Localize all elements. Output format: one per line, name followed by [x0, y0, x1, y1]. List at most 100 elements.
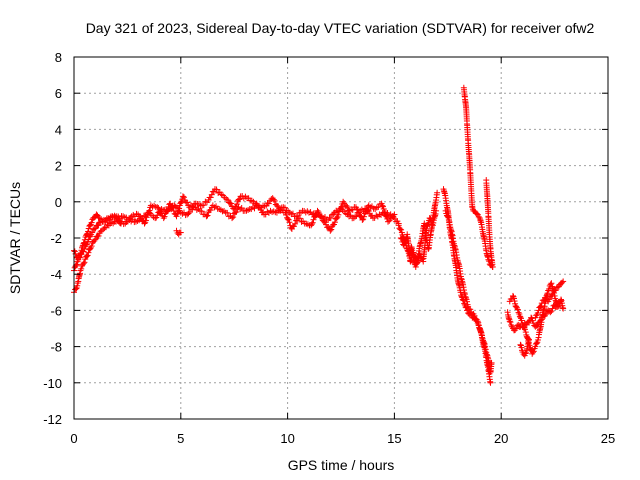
x-tick-label: 5 — [177, 431, 184, 446]
data-point — [398, 226, 405, 233]
data-point — [74, 282, 81, 289]
data-point — [337, 205, 344, 212]
data-point — [331, 219, 338, 226]
data-point — [314, 207, 321, 214]
data-point — [229, 215, 236, 222]
data-point — [185, 210, 192, 217]
data-point — [481, 339, 488, 346]
data-point — [78, 265, 85, 272]
data-point — [546, 296, 553, 303]
data-point — [533, 322, 540, 329]
data-point — [207, 207, 214, 214]
data-point — [203, 213, 210, 220]
data-point — [554, 303, 561, 310]
data-point — [476, 326, 483, 333]
data-point — [509, 292, 516, 299]
data-point — [198, 208, 205, 215]
data-point — [360, 213, 367, 220]
data-point — [101, 224, 108, 231]
data-point — [308, 221, 315, 228]
data-points — [71, 84, 567, 386]
data-point — [81, 259, 88, 266]
data-point — [176, 205, 183, 212]
data-point — [71, 264, 78, 271]
data-point — [544, 291, 551, 298]
data-point — [340, 198, 347, 205]
data-point — [178, 199, 185, 206]
data-point — [95, 222, 102, 229]
data-point — [174, 210, 181, 217]
data-point — [200, 202, 207, 209]
data-point — [511, 298, 518, 305]
data-point — [137, 213, 144, 220]
data-point — [488, 359, 495, 366]
data-point — [560, 278, 567, 285]
data-point — [478, 329, 485, 336]
data-point — [154, 204, 161, 211]
data-point — [88, 243, 95, 250]
data-point — [327, 215, 334, 222]
data-point — [347, 212, 354, 219]
data-point — [381, 209, 388, 216]
data-point — [325, 224, 332, 231]
x-tick-label: 20 — [494, 431, 508, 446]
data-point — [445, 214, 452, 221]
data-point — [433, 207, 440, 214]
data-point — [161, 213, 168, 220]
y-tick-label: -8 — [50, 340, 62, 355]
x-axis-label: GPS time / hours — [288, 457, 395, 473]
data-point — [487, 379, 494, 386]
data-point — [386, 217, 393, 224]
data-point — [523, 349, 530, 356]
data-point — [532, 343, 539, 350]
data-point — [227, 200, 234, 207]
data-point — [530, 348, 537, 355]
data-point — [233, 201, 240, 208]
data-point — [284, 216, 291, 223]
data-point — [224, 209, 231, 216]
data-point — [253, 200, 260, 207]
data-point — [549, 291, 556, 298]
data-point — [548, 308, 555, 315]
data-point — [408, 257, 415, 264]
y-tick-label: -2 — [50, 231, 62, 246]
data-point — [315, 209, 322, 216]
y-tick-label: -4 — [50, 267, 62, 282]
data-point — [80, 240, 87, 247]
y-tick-label: -12 — [43, 412, 62, 427]
data-point — [513, 325, 520, 332]
data-point — [236, 196, 243, 203]
data-point — [384, 218, 391, 225]
data-point — [474, 318, 481, 325]
data-point — [461, 291, 468, 298]
data-point — [464, 298, 471, 305]
x-tick-label: 0 — [70, 431, 77, 446]
data-point — [535, 307, 542, 314]
data-point — [397, 235, 404, 241]
chart-title: Day 321 of 2023, Sidereal Day-to-day VTE… — [86, 20, 595, 36]
data-point — [511, 295, 518, 302]
data-point — [208, 191, 215, 198]
data-point — [91, 237, 98, 244]
x-tick-label: 10 — [280, 431, 294, 446]
data-point — [177, 229, 184, 236]
data-point — [475, 213, 482, 220]
data-point — [168, 204, 175, 211]
data-point — [382, 212, 389, 219]
data-point — [318, 214, 325, 221]
data-point — [89, 229, 96, 236]
y-tick-label: 8 — [55, 50, 62, 65]
data-point — [169, 204, 176, 211]
data-point — [292, 220, 299, 227]
data-point — [547, 309, 554, 316]
axis-ticks: 0 5 10 15 20 25 -12 -10 -8 -6 -4 -2 0 2 4 6 8 — [43, 50, 615, 446]
data-point — [141, 220, 148, 227]
data-point — [142, 217, 149, 224]
data-point — [85, 228, 92, 235]
data-point — [83, 231, 90, 238]
data-point — [544, 290, 551, 297]
data-point — [482, 343, 489, 350]
data-point — [355, 209, 362, 216]
data-point — [77, 250, 84, 257]
